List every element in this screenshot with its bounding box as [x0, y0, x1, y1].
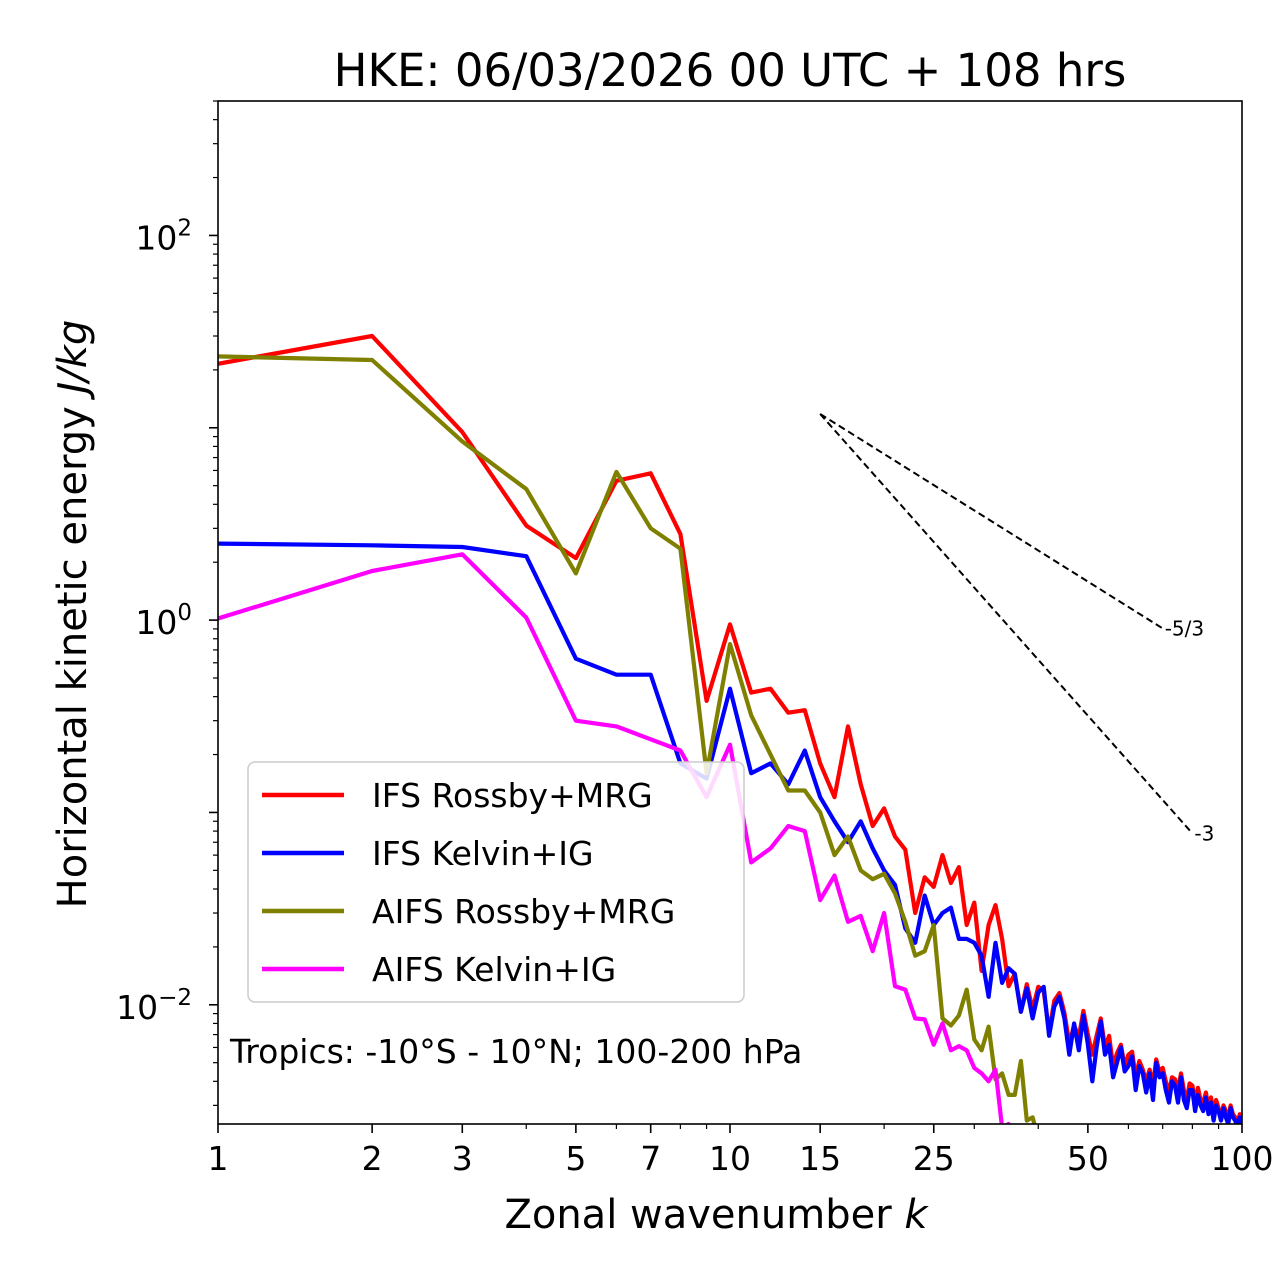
series-line-ifs-rossby-mrg: [218, 333, 1242, 1124]
y-tick-label: 102: [135, 215, 192, 257]
x-tick-label: 7: [640, 1139, 661, 1178]
chart-title: HKE: 06/03/2026 00 UTC + 108 hrs: [334, 44, 1127, 97]
legend-label: AIFS Kelvin+IG: [372, 950, 616, 989]
x-tick-label: 100: [1211, 1139, 1274, 1178]
legend: IFS Rossby+MRG IFS Kelvin+IG AIFS Rossby+M…: [247, 761, 745, 1003]
reference-line-1: [819, 413, 1164, 630]
legend-label: AIFS Rossby+MRG: [372, 892, 675, 931]
series-line-aifs-kelvin-ig: [218, 552, 1011, 1124]
y-axis-label: Horizontal kinetic energy J/kg: [50, 320, 96, 909]
series-line-aifs-rossby-mrg: [218, 354, 1037, 1124]
x-tick-label: 2: [362, 1139, 383, 1178]
x-tick-label: 15: [799, 1139, 841, 1178]
x-tick-label: 50: [1067, 1139, 1109, 1178]
y-tick-label: 10−2: [116, 985, 192, 1027]
y-axis: 102 100 10−2: [116, 100, 218, 1106]
x-axis: 1 2 3 5 7 10 15 25 50 100: [208, 1124, 1274, 1178]
region-annotation: Tropics: -10°S - 10°N; 100-200 hPa: [229, 1032, 802, 1071]
x-axis-label: Zonal wavenumber k: [504, 1192, 929, 1238]
reference-line-label-1: -5/3: [1165, 616, 1204, 640]
reference-line-label-2: -3: [1194, 821, 1214, 845]
reference-slope-lines: -5/3 -3: [819, 413, 1214, 845]
series-line-ifs-kelvin-ig: [218, 541, 1242, 1124]
y-axis-unit: J/kg: [50, 320, 96, 401]
legend-label: IFS Kelvin+IG: [372, 834, 594, 873]
x-axis-variable: k: [904, 1192, 929, 1238]
reference-line-2: [819, 413, 1194, 835]
x-tick-label: 1: [208, 1139, 229, 1178]
x-tick-label: 3: [452, 1139, 473, 1178]
x-tick-label: 5: [565, 1139, 586, 1178]
y-tick-label: 100: [135, 600, 192, 642]
x-tick-label: 10: [709, 1139, 751, 1178]
x-tick-label: 25: [913, 1139, 955, 1178]
series-layer: [218, 333, 1242, 1124]
legend-box: [247, 761, 745, 1003]
legend-label: IFS Rossby+MRG: [372, 776, 653, 815]
